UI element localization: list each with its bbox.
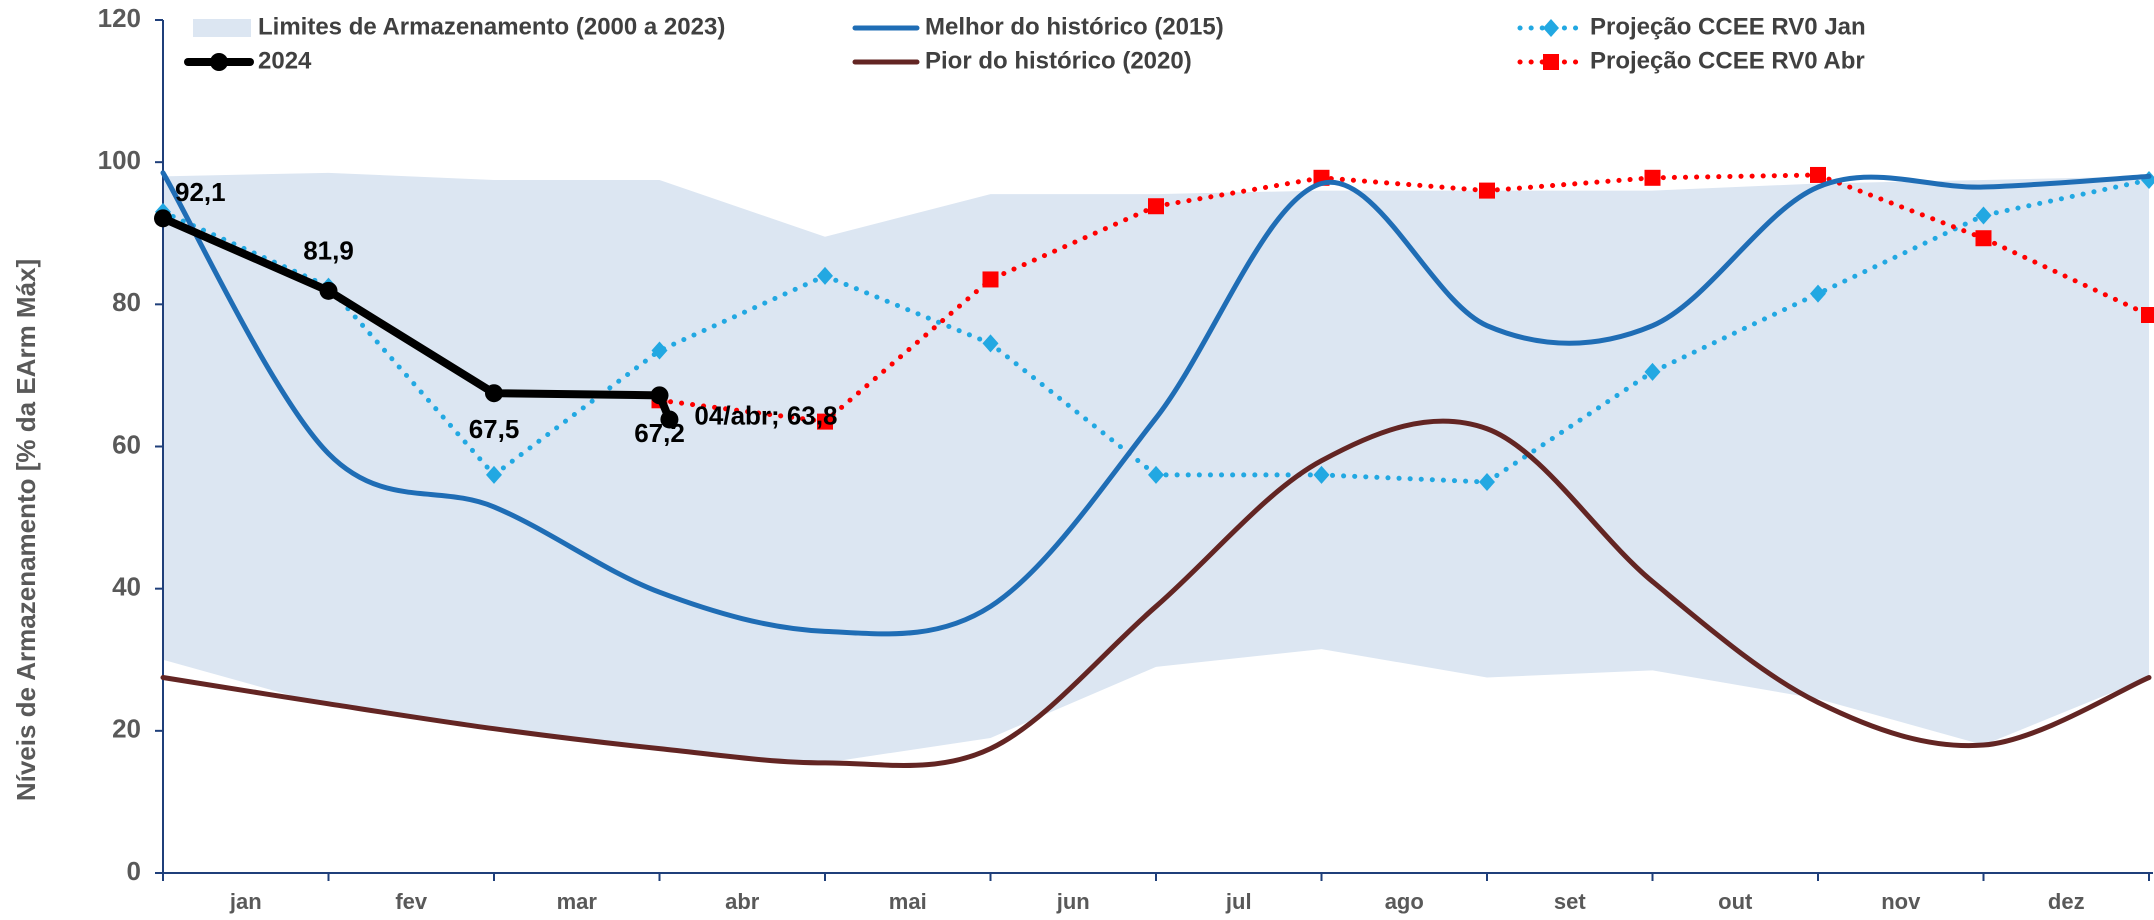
data-point (1644, 169, 1661, 186)
x-tick-label: fev (395, 889, 428, 914)
data-label: 67,2 (634, 418, 685, 448)
data-label: 81,9 (303, 236, 354, 266)
data-point (1644, 362, 1661, 381)
data-point (982, 271, 999, 288)
data-label: 67,5 (469, 414, 520, 444)
legend-label: Projeção CCEE RV0 Abr (1590, 47, 1865, 74)
data-point (154, 209, 172, 228)
series-line (657, 172, 2152, 425)
data-point (651, 341, 668, 360)
data-point (1313, 465, 1330, 484)
legend-marker (1543, 19, 1559, 37)
legend-marker (1543, 54, 1559, 70)
data-point (485, 384, 503, 403)
series-line (160, 418, 2152, 768)
data-point (982, 334, 999, 353)
x-tick-label: jan (229, 889, 262, 914)
x-tick-label: set (1554, 889, 1586, 914)
y-tick-label: 120 (98, 3, 141, 33)
data-point (817, 413, 833, 430)
data-point (1975, 206, 1992, 225)
data-point (319, 281, 338, 300)
x-tick-label: abr (725, 889, 760, 914)
legend-label: Projeção CCEE RV0 Jan (1590, 13, 1866, 40)
x-tick-label: ago (1385, 889, 1424, 914)
legend-swatch (193, 19, 251, 37)
y-tick-label: 80 (112, 287, 141, 317)
y-tick-label: 0 (127, 856, 141, 886)
data-point (817, 266, 833, 285)
x-tick-label: mai (889, 889, 927, 914)
series-line (160, 170, 2152, 637)
y-tick-label: 40 (112, 572, 141, 602)
y-tick-label: 60 (112, 429, 141, 459)
data-point (1810, 284, 1826, 303)
y-axis-label: Níveis de Armazenamento [% da EArm Máx] (11, 259, 41, 801)
x-tick-label: nov (1881, 889, 1921, 914)
y-tick-label: 100 (98, 145, 141, 175)
data-point (2141, 306, 2154, 323)
y-tick-label: 20 (112, 714, 141, 744)
legend-label: Melhor do histórico (2015) (925, 13, 1224, 40)
legend-label: 2024 (258, 47, 312, 74)
data-point (1479, 473, 1495, 492)
data-point (1479, 182, 1495, 199)
data-point (1148, 198, 1164, 215)
annotation-label: 04/abr; 63,8 (694, 400, 837, 430)
x-tick-label: dez (2048, 889, 2085, 914)
annotation-point (660, 410, 679, 429)
x-tick-label: mar (557, 889, 598, 914)
x-tick-label: jun (1056, 889, 1090, 914)
series-line (159, 214, 664, 400)
x-tick-label: jul (1225, 889, 1252, 914)
data-label: 92,1 (175, 177, 226, 207)
data-point (1810, 166, 1826, 183)
data-point (1975, 230, 1992, 247)
data-point (486, 465, 502, 484)
data-point (1148, 465, 1164, 484)
legend-label: Pior do histórico (2020) (925, 47, 1192, 74)
legend-marker (210, 53, 228, 71)
legend-label: Limites de Armazenamento (2000 a 2023) (258, 13, 725, 40)
x-tick-label: out (1718, 889, 1753, 914)
